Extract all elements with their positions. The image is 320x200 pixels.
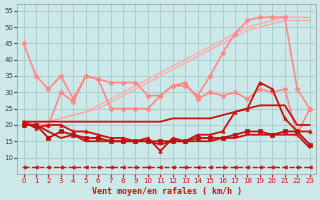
X-axis label: Vent moyen/en rafales ( km/h ): Vent moyen/en rafales ( km/h ): [92, 187, 242, 196]
